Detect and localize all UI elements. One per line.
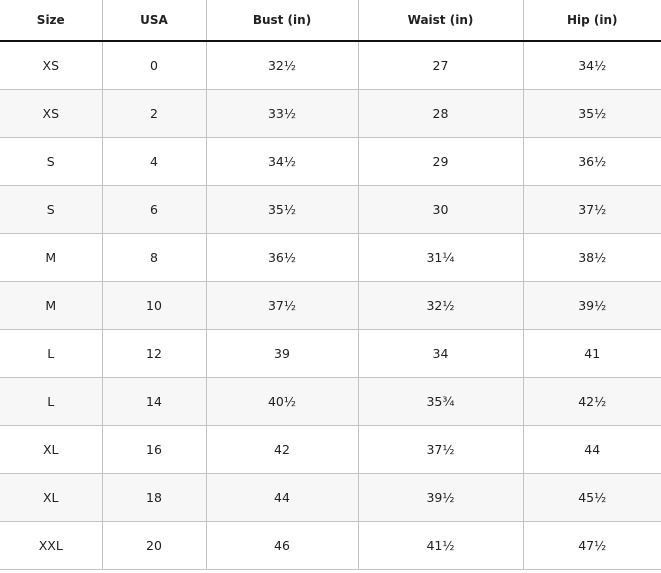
table-row: S 4 34½ 29 36½ bbox=[0, 137, 661, 186]
cell-bust: 34½ bbox=[206, 137, 359, 186]
cell-waist: 35¾ bbox=[358, 377, 524, 426]
cell-size: XL bbox=[0, 473, 103, 522]
cell-hip: 39½ bbox=[523, 281, 661, 330]
cell-hip: 42½ bbox=[523, 377, 661, 426]
table-row: XS 0 32½ 27 34½ bbox=[0, 41, 661, 90]
cell-usa: 4 bbox=[102, 137, 207, 186]
cell-waist: 39½ bbox=[358, 473, 524, 522]
cell-usa: 2 bbox=[102, 89, 207, 138]
cell-bust: 36½ bbox=[206, 233, 359, 282]
table-row: L 14 40½ 35¾ 42½ bbox=[0, 377, 661, 426]
cell-hip: 44 bbox=[523, 425, 661, 474]
header-hip: Hip (in) bbox=[523, 0, 661, 42]
cell-hip: 34½ bbox=[523, 41, 661, 90]
table-row: XL 16 42 37½ 44 bbox=[0, 425, 661, 474]
cell-hip: 45½ bbox=[523, 473, 661, 522]
cell-hip: 36½ bbox=[523, 137, 661, 186]
cell-hip: 47½ bbox=[523, 521, 661, 570]
cell-usa: 12 bbox=[102, 329, 207, 378]
cell-bust: 44 bbox=[206, 473, 359, 522]
table-body: XS 0 32½ 27 34½ XS 2 33½ 28 35½ S 4 34½ 29 36½ S 6 35½ 30 3… bbox=[0, 41, 661, 570]
cell-usa: 10 bbox=[102, 281, 207, 330]
cell-waist: 30 bbox=[358, 185, 524, 234]
cell-hip: 38½ bbox=[523, 233, 661, 282]
cell-size: XL bbox=[0, 425, 103, 474]
cell-bust: 32½ bbox=[206, 41, 359, 90]
cell-usa: 0 bbox=[102, 41, 207, 90]
table-row: L 12 39 34 41 bbox=[0, 329, 661, 378]
cell-waist: 34 bbox=[358, 329, 524, 378]
cell-bust: 46 bbox=[206, 521, 359, 570]
cell-hip: 35½ bbox=[523, 89, 661, 138]
table-row: M 8 36½ 31¼ 38½ bbox=[0, 233, 661, 282]
cell-size: XS bbox=[0, 41, 103, 90]
cell-size: L bbox=[0, 329, 103, 378]
cell-hip: 41 bbox=[523, 329, 661, 378]
table-row: S 6 35½ 30 37½ bbox=[0, 185, 661, 234]
cell-bust: 40½ bbox=[206, 377, 359, 426]
header-usa: USA bbox=[102, 0, 207, 42]
cell-bust: 42 bbox=[206, 425, 359, 474]
cell-size: XXL bbox=[0, 521, 103, 570]
cell-size: M bbox=[0, 281, 103, 330]
header-waist: Waist (in) bbox=[358, 0, 524, 42]
cell-waist: 31¼ bbox=[358, 233, 524, 282]
cell-waist: 28 bbox=[358, 89, 524, 138]
cell-hip: 37½ bbox=[523, 185, 661, 234]
cell-size: S bbox=[0, 185, 103, 234]
cell-waist: 37½ bbox=[358, 425, 524, 474]
cell-size: L bbox=[0, 377, 103, 426]
header-bust: Bust (in) bbox=[206, 0, 359, 42]
cell-usa: 14 bbox=[102, 377, 207, 426]
table-row: XS 2 33½ 28 35½ bbox=[0, 89, 661, 138]
cell-waist: 27 bbox=[358, 41, 524, 90]
cell-waist: 29 bbox=[358, 137, 524, 186]
cell-usa: 18 bbox=[102, 473, 207, 522]
table-row: M 10 37½ 32½ 39½ bbox=[0, 281, 661, 330]
cell-size: S bbox=[0, 137, 103, 186]
cell-bust: 33½ bbox=[206, 89, 359, 138]
cell-waist: 32½ bbox=[358, 281, 524, 330]
cell-usa: 16 bbox=[102, 425, 207, 474]
cell-size: XS bbox=[0, 89, 103, 138]
cell-size: M bbox=[0, 233, 103, 282]
cell-usa: 20 bbox=[102, 521, 207, 570]
cell-usa: 8 bbox=[102, 233, 207, 282]
cell-bust: 39 bbox=[206, 329, 359, 378]
cell-waist: 41½ bbox=[358, 521, 524, 570]
cell-bust: 35½ bbox=[206, 185, 359, 234]
cell-bust: 37½ bbox=[206, 281, 359, 330]
header-row: Size USA Bust (in) Waist (in) Hip (in) bbox=[0, 0, 661, 42]
cell-usa: 6 bbox=[102, 185, 207, 234]
header-size: Size bbox=[0, 0, 103, 42]
table-row: XL 18 44 39½ 45½ bbox=[0, 473, 661, 522]
table-row: XXL 20 46 41½ 47½ bbox=[0, 521, 661, 570]
